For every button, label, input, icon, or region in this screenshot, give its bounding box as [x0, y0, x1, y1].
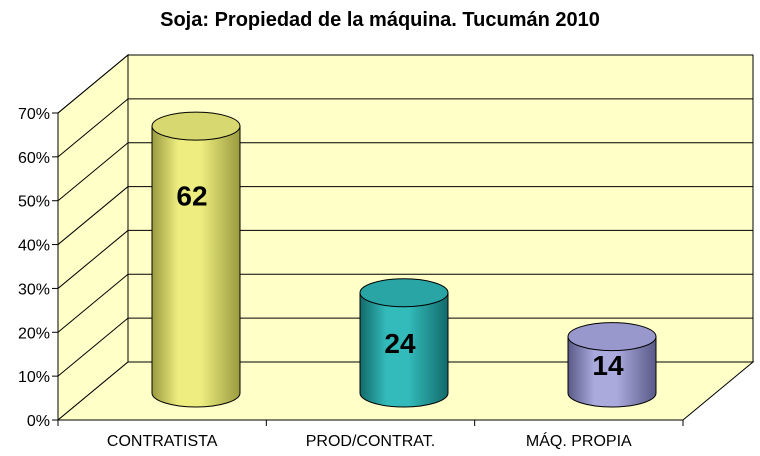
bar: 14	[567, 322, 657, 408]
bars: 62 24 14	[151, 111, 657, 408]
gridline-side	[57, 98, 129, 158]
bar: 24	[359, 278, 449, 408]
gridline-side	[57, 186, 129, 245]
bar-top	[151, 111, 241, 141]
y-tick-label: 10%	[18, 369, 50, 386]
bar-body	[151, 125, 241, 408]
side-wall	[57, 53, 129, 422]
data-label: 24	[384, 328, 416, 359]
y-tick-label: 70%	[18, 106, 50, 123]
y-tick-label: 0%	[27, 413, 50, 430]
x-tick-label: CONTRATISTA	[107, 433, 218, 450]
gridline-side	[57, 273, 129, 333]
x-tick-label: MÁQ. PROPIA	[526, 431, 632, 450]
bar: 62	[151, 111, 241, 408]
y-axis-ticks: 0% 10% 20% 30% 40% 50% 60% 70%	[18, 106, 58, 430]
y-tick-label: 30%	[18, 281, 50, 298]
bar-top	[359, 278, 449, 308]
bar-top	[567, 322, 657, 352]
y-tick-label: 50%	[18, 194, 50, 211]
y-tick-label: 20%	[18, 325, 50, 342]
gridline-side	[57, 317, 129, 377]
x-axis-categories: CONTRATISTA PROD/CONTRAT. MÁQ. PROPIA	[57, 419, 684, 450]
data-label: 14	[592, 350, 624, 381]
y-tick-label: 60%	[18, 150, 50, 167]
chart-title: Soja: Propiedad de la máquina. Tucumán 2…	[160, 9, 600, 31]
bar-body	[567, 336, 657, 408]
bar-body	[359, 292, 449, 408]
y-tick-label: 40%	[18, 238, 50, 255]
x-tick-label: PROD/CONTRAT.	[306, 433, 435, 450]
gridline-side	[57, 54, 129, 114]
gridline-side	[57, 230, 129, 289]
data-label: 62	[176, 181, 207, 212]
gridline-side	[57, 142, 129, 202]
